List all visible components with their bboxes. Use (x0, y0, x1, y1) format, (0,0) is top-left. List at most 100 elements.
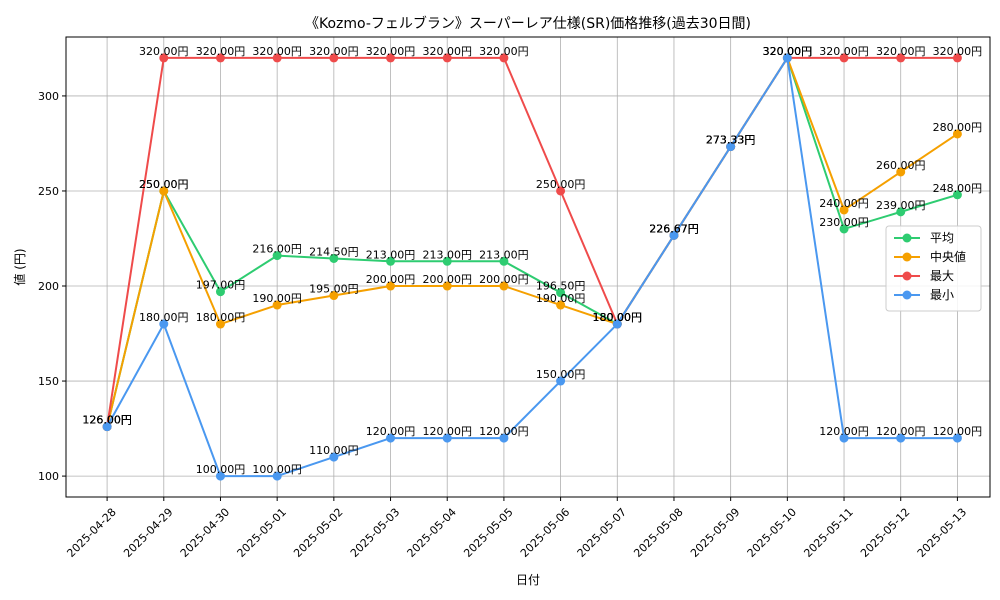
data-label: 100.00円 (252, 463, 302, 476)
data-point (726, 142, 736, 152)
data-point (952, 53, 962, 63)
data-label: 180.00円 (593, 311, 643, 324)
data-point (386, 433, 396, 443)
data-label: 126.00円 (82, 414, 132, 427)
data-point (329, 291, 339, 301)
data-label: 180.00円 (139, 311, 189, 324)
x-axis-label: 日付 (516, 573, 540, 587)
data-label: 180.00円 (593, 311, 643, 324)
data-label: 120.00円 (366, 425, 416, 438)
y-tick-label: 250 (38, 185, 59, 198)
data-label: 320.00円 (763, 45, 813, 58)
chart-title: 《Kozmo-フェルブラン》スーパーレア仕様(SR)価格推移(過去30日間) (305, 15, 751, 32)
plot-frame (65, 36, 991, 498)
legend-label: 最小 (930, 288, 954, 302)
data-label: 190.00円 (252, 292, 302, 305)
data-point (215, 471, 225, 481)
data-label: 216.00円 (252, 243, 302, 256)
data-point (159, 319, 169, 329)
data-point (556, 376, 566, 386)
data-label: 180.00円 (593, 311, 643, 324)
data-label: 110.00円 (309, 444, 359, 457)
data-point (272, 300, 282, 310)
data-point (782, 53, 792, 63)
data-label: 320.00円 (479, 45, 529, 58)
data-point (272, 53, 282, 63)
data-point (839, 205, 849, 215)
data-label: 126.00円 (82, 414, 132, 427)
data-point (499, 433, 509, 443)
legend-label: 平均 (930, 231, 954, 245)
data-point (102, 422, 112, 432)
data-label: 250.00円 (536, 178, 586, 191)
data-point (499, 256, 509, 266)
data-point (272, 471, 282, 481)
series-line-3 (106, 56, 958, 478)
data-point (442, 256, 452, 266)
data-label: 226.67円 (649, 222, 699, 235)
data-point (329, 53, 339, 63)
legend-marker (902, 271, 912, 281)
data-point (612, 319, 622, 329)
data-label: 320.00円 (876, 45, 926, 58)
data-labels: 126.00円 250.00円 197.00円 216.00円 214.50円 213.0… (82, 45, 982, 476)
y-tick-label: 300 (38, 90, 59, 103)
data-point (839, 224, 849, 234)
data-label: 320.00円 (366, 45, 416, 58)
data-label: 226.67円 (649, 222, 699, 235)
data-label: 320.00円 (763, 45, 813, 58)
data-label: 200.00円 (422, 273, 472, 286)
data-label: 260.00円 (876, 159, 926, 172)
data-point (499, 281, 509, 291)
data-label: 250.00円 (139, 178, 189, 191)
data-point (442, 53, 452, 63)
data-point (839, 433, 849, 443)
data-label: 320.00円 (252, 45, 302, 58)
data-label: 280.00円 (933, 121, 983, 134)
series-line-0 (106, 56, 958, 427)
legend-label: 最大 (930, 269, 954, 283)
data-point (386, 256, 396, 266)
data-point (215, 319, 225, 329)
data-label: 126.00円 (82, 414, 132, 427)
data-label: 248.00円 (933, 182, 983, 195)
data-label: 120.00円 (876, 425, 926, 438)
data-label: 200.00円 (479, 273, 529, 286)
data-label: 214.50円 (309, 245, 359, 258)
data-label: 120.00円 (933, 425, 983, 438)
data-point (442, 433, 452, 443)
data-point (896, 53, 906, 63)
data-label: 273.33円 (706, 134, 756, 147)
legend-box (885, 225, 982, 312)
data-label: 273.33円 (706, 134, 756, 147)
data-point (329, 253, 339, 263)
data-label: 273.33円 (706, 134, 756, 147)
data-point (669, 230, 679, 240)
y-tick-label: 100 (38, 470, 59, 483)
data-label: 230.00円 (819, 216, 869, 229)
data-point (556, 288, 566, 298)
data-point (386, 281, 396, 291)
data-label: 100.00円 (196, 463, 246, 476)
y-tick-label: 150 (38, 375, 59, 388)
legend-marker (902, 233, 912, 243)
data-label: 150.00円 (536, 368, 586, 381)
data-point (896, 207, 906, 217)
data-label: 226.67円 (649, 222, 699, 235)
data-point (896, 167, 906, 177)
data-label: 213.00円 (366, 248, 416, 261)
data-point (386, 53, 396, 63)
data-point (952, 433, 962, 443)
data-point (272, 251, 282, 261)
data-label: 320.00円 (933, 45, 983, 58)
data-label: 213.00円 (422, 248, 472, 261)
data-point (442, 281, 452, 291)
data-point (839, 53, 849, 63)
legend-marker (902, 290, 912, 300)
series-lines (102, 53, 962, 481)
data-label: 320.00円 (422, 45, 472, 58)
data-point (159, 53, 169, 63)
y-tick-label: 200 (38, 280, 59, 293)
